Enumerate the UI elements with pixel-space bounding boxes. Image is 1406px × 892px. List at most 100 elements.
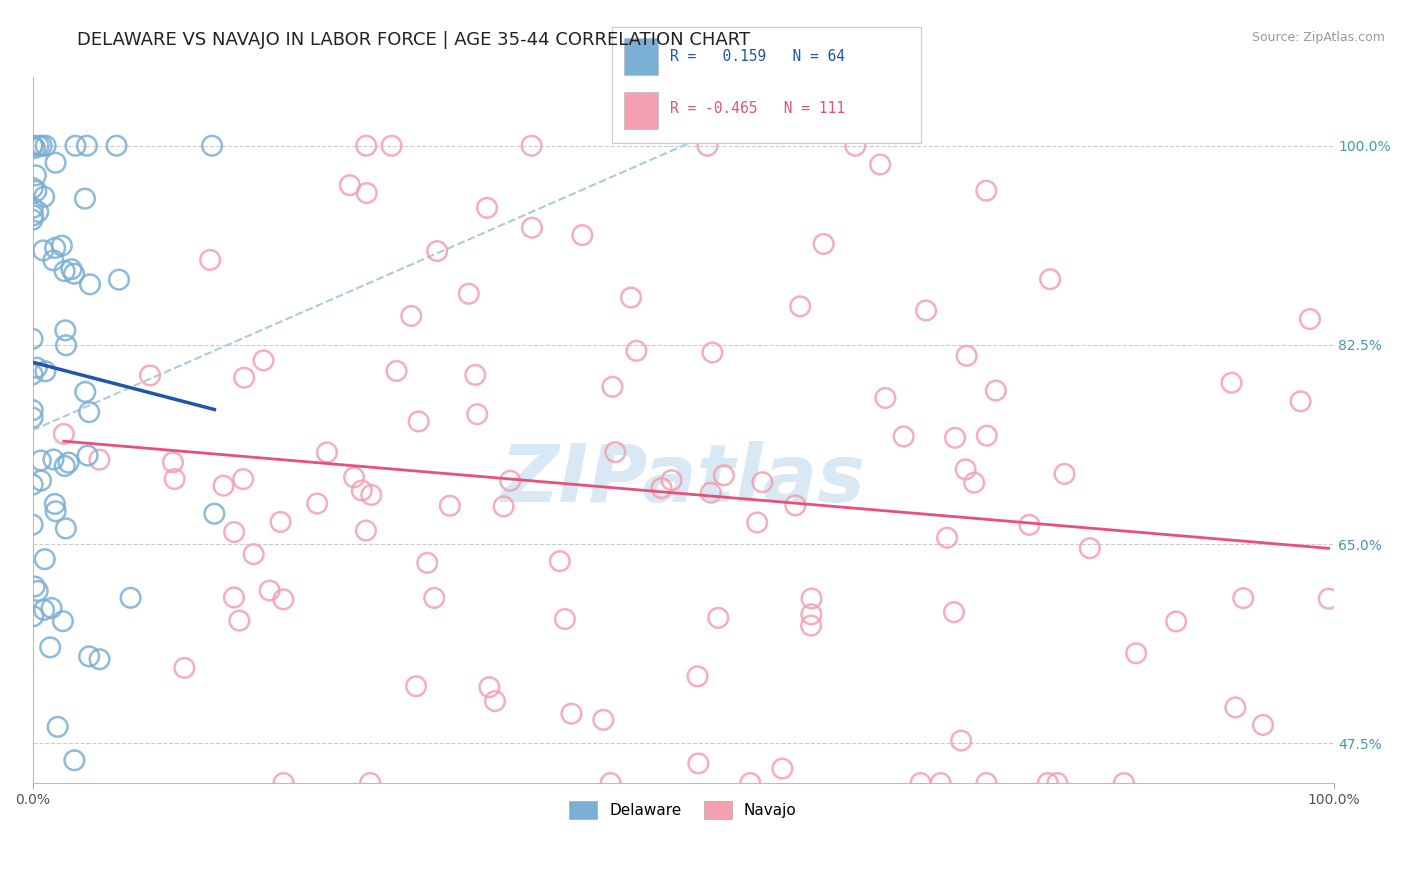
Point xyxy=(139,368,162,383)
Point xyxy=(21,138,44,153)
Point xyxy=(24,169,46,183)
Point xyxy=(405,679,427,693)
Point xyxy=(45,504,67,518)
Point xyxy=(77,405,100,419)
Point xyxy=(1289,394,1312,409)
Point xyxy=(401,309,423,323)
Point xyxy=(63,753,86,767)
Point xyxy=(915,303,938,318)
Point xyxy=(21,368,44,382)
Point xyxy=(354,138,377,153)
Point xyxy=(42,452,65,467)
Point xyxy=(79,277,101,292)
Point xyxy=(198,252,221,267)
Point xyxy=(465,407,488,421)
Point xyxy=(21,477,44,491)
Point xyxy=(350,483,373,498)
Point xyxy=(942,605,965,619)
Point xyxy=(661,473,683,487)
Point xyxy=(343,470,366,484)
Point xyxy=(875,391,897,405)
Point xyxy=(120,591,142,605)
Point xyxy=(201,138,224,153)
Point xyxy=(53,323,76,337)
Point xyxy=(976,184,998,198)
FancyBboxPatch shape xyxy=(624,92,658,128)
Point xyxy=(76,449,98,463)
Point xyxy=(602,380,624,394)
Point xyxy=(1166,615,1188,629)
Point xyxy=(747,516,769,530)
Point xyxy=(1220,376,1243,390)
Point xyxy=(44,497,66,511)
Point xyxy=(21,403,44,417)
Point xyxy=(492,500,515,514)
Point xyxy=(89,452,111,467)
Point xyxy=(273,776,295,790)
Point xyxy=(30,474,52,488)
Point xyxy=(356,186,378,200)
Point xyxy=(800,618,823,632)
Point xyxy=(34,552,56,566)
Point xyxy=(423,591,446,605)
Point xyxy=(457,286,479,301)
Point xyxy=(65,138,87,153)
Point xyxy=(339,178,361,193)
Point xyxy=(39,640,62,655)
Point xyxy=(963,475,986,490)
Point xyxy=(1039,272,1062,286)
Point xyxy=(25,360,48,375)
Point xyxy=(385,364,408,378)
Point xyxy=(475,201,498,215)
Point xyxy=(439,499,461,513)
Point xyxy=(696,138,718,153)
Point xyxy=(233,370,256,384)
Point xyxy=(1036,776,1059,790)
Point xyxy=(105,138,128,153)
Point xyxy=(242,547,264,561)
Point xyxy=(63,267,86,281)
Point xyxy=(53,264,76,278)
Point xyxy=(520,220,543,235)
Point xyxy=(354,524,377,538)
Point xyxy=(1018,517,1040,532)
Text: DELAWARE VS NAVAJO IN LABOR FORCE | AGE 35-44 CORRELATION CHART: DELAWARE VS NAVAJO IN LABOR FORCE | AGE … xyxy=(77,31,751,49)
Point xyxy=(520,138,543,153)
Point xyxy=(800,591,823,606)
Point xyxy=(554,612,576,626)
Point xyxy=(478,680,501,694)
Text: ZIPatlas: ZIPatlas xyxy=(501,441,866,518)
Point xyxy=(55,338,77,352)
Point xyxy=(499,474,522,488)
Point xyxy=(202,507,225,521)
Point xyxy=(984,384,1007,398)
Point xyxy=(1299,312,1322,326)
Point xyxy=(32,603,55,617)
Point xyxy=(55,521,77,535)
Point xyxy=(21,517,44,532)
Point xyxy=(789,299,811,313)
Text: R = -0.465   N = 111: R = -0.465 N = 111 xyxy=(671,101,845,116)
Point xyxy=(89,652,111,666)
Point xyxy=(21,181,44,195)
Point xyxy=(651,481,673,495)
Point xyxy=(770,762,793,776)
Point xyxy=(844,138,866,153)
Point xyxy=(360,488,382,502)
Point xyxy=(956,349,979,363)
Point xyxy=(464,368,486,382)
Point xyxy=(273,592,295,607)
Point xyxy=(222,591,245,605)
Point xyxy=(943,431,966,445)
Point xyxy=(626,343,648,358)
Point xyxy=(1046,776,1069,790)
Point xyxy=(707,611,730,625)
Point xyxy=(173,661,195,675)
Text: R =   0.159   N = 64: R = 0.159 N = 64 xyxy=(671,49,845,64)
Point xyxy=(1225,700,1247,714)
Point xyxy=(31,138,53,153)
Point xyxy=(270,515,292,529)
FancyBboxPatch shape xyxy=(624,38,658,76)
Point xyxy=(44,241,66,255)
Point xyxy=(52,426,75,441)
